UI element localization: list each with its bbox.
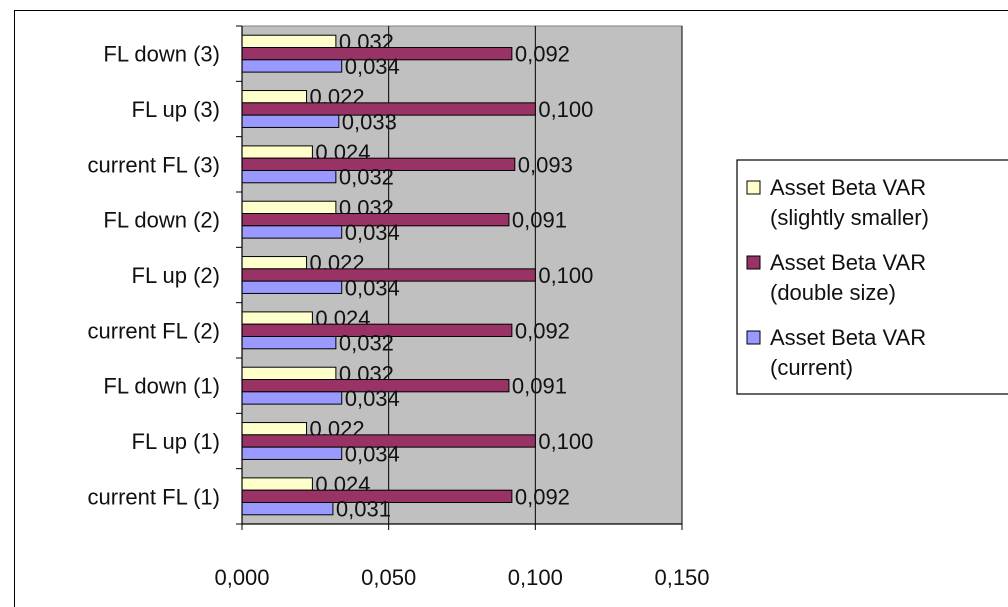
- category-label-4: current FL (2): [88, 318, 220, 343]
- category-label-6: FL down (2): [103, 208, 220, 233]
- bar-s3-c1: [241, 501, 334, 516]
- data-label-s2-c3: 0,091: [512, 374, 567, 399]
- data-label-s2-c9: 0,092: [515, 42, 570, 67]
- bar-s3-c8: [241, 114, 340, 128]
- data-label-s2-c4: 0,092: [515, 318, 570, 343]
- bar-s1-c3: [241, 366, 337, 381]
- category-label-1: current FL (1): [88, 484, 220, 509]
- legend-label-3-line-1: Asset Beta VAR: [770, 325, 926, 350]
- bar-s3-c4: [241, 335, 337, 350]
- data-label-s2-c1: 0,092: [515, 484, 570, 509]
- data-label-s2-c8: 0,100: [538, 97, 593, 122]
- category-label-8: FL up (3): [132, 97, 220, 122]
- chart-frame: 0,024 0,092 0,031 current FL (1) 0,022 0,100 0…: [14, 10, 1008, 607]
- data-label-s2-c5: 0,100: [538, 263, 593, 288]
- data-label-s3-c4: 0,032: [339, 331, 394, 356]
- bar-s3-c5: [241, 280, 343, 294]
- data-label-s3-c1: 0,031: [336, 497, 391, 522]
- bar-s3-c7: [241, 169, 337, 184]
- bar-s1-c4: [241, 311, 313, 325]
- legend-label-3-line-2: (current): [770, 355, 853, 380]
- bar-s1-c6: [241, 200, 337, 215]
- legend-label-1-line-1: Asset Beta VAR: [770, 175, 926, 200]
- legend-label-2-line-2: (double size): [770, 280, 896, 305]
- legend-swatch-3: [746, 330, 761, 345]
- data-label-s3-c8: 0,033: [342, 109, 397, 134]
- category-label-3: FL down (1): [103, 374, 220, 399]
- x-tick-label-3: 0,150: [654, 565, 709, 590]
- legend-label-1-line-2: (slightly smaller): [770, 205, 929, 230]
- bar-s1-c7: [241, 145, 313, 159]
- data-label-s3-c7: 0,032: [339, 165, 394, 190]
- legend-swatch-1: [746, 180, 761, 195]
- data-label-s3-c2: 0,034: [345, 441, 400, 466]
- data-label-s2-c7: 0,093: [518, 152, 573, 177]
- category-label-2: FL up (1): [132, 429, 220, 454]
- category-label-9: FL down (3): [103, 42, 220, 67]
- legend-swatch-2: [746, 255, 761, 270]
- data-label-s3-c3: 0,034: [345, 386, 400, 411]
- bar-s1-c9: [241, 34, 337, 49]
- bar-s3-c6: [241, 225, 343, 239]
- x-tick-label-0: 0,000: [214, 565, 269, 590]
- bar-s1-c8: [241, 90, 308, 104]
- data-label-s2-c6: 0,091: [512, 208, 567, 233]
- bar-s1-c1: [241, 477, 313, 491]
- data-label-s3-c5: 0,034: [345, 275, 400, 300]
- bar-s1-c2: [241, 422, 308, 436]
- bar-s3-c3: [241, 391, 343, 405]
- x-tick-label-2: 0,100: [508, 565, 563, 590]
- legend-box: [736, 159, 1008, 395]
- bar-s1-c5: [241, 256, 308, 270]
- x-tick-label-1: 0,050: [361, 565, 416, 590]
- bar-s3-c2: [241, 446, 343, 460]
- data-label-s2-c2: 0,100: [538, 429, 593, 454]
- legend-label-2-line-1: Asset Beta VAR: [770, 250, 926, 275]
- data-label-s3-c9: 0,034: [345, 54, 400, 79]
- bar-s3-c9: [241, 59, 343, 73]
- category-label-5: FL up (2): [132, 263, 220, 288]
- category-label-7: current FL (3): [88, 152, 220, 177]
- data-label-s3-c6: 0,034: [345, 220, 400, 245]
